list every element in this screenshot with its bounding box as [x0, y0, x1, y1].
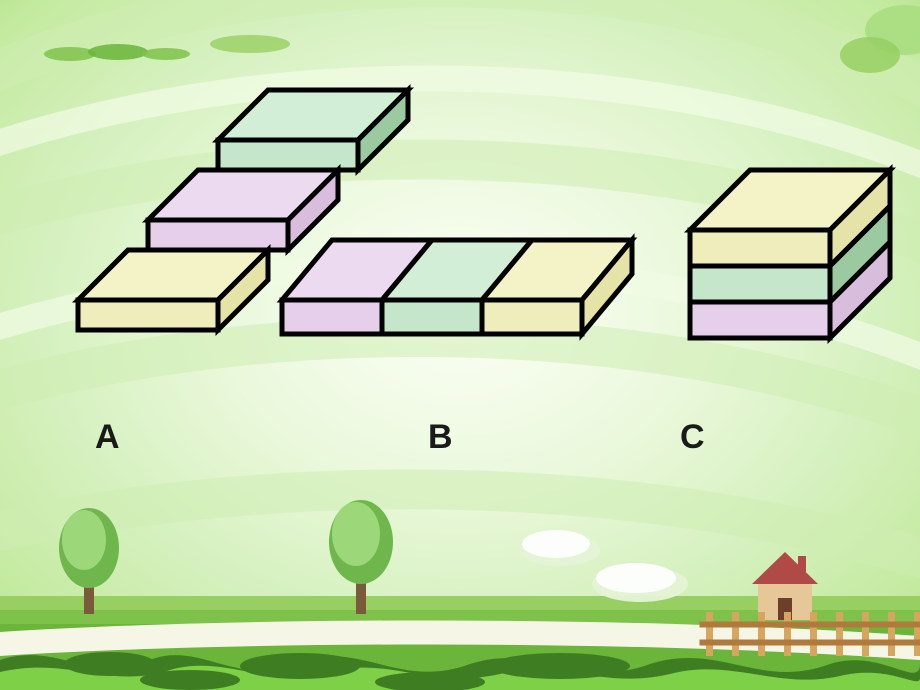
- a-block-purple: [148, 170, 338, 250]
- label-b: B: [428, 418, 453, 457]
- label-a: A: [95, 418, 120, 457]
- a-block-yellow: [78, 250, 268, 330]
- block-arrangements: [0, 0, 920, 690]
- arrangement-b: [282, 240, 632, 334]
- label-c: C: [680, 418, 705, 457]
- arrangement-c: [690, 170, 890, 338]
